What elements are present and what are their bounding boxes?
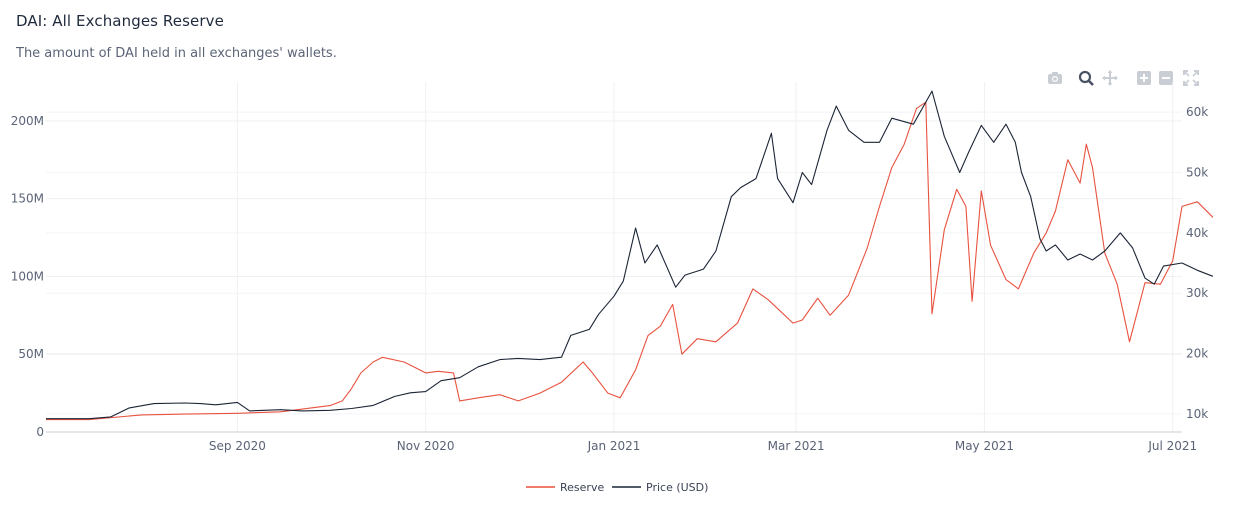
- autoscale-icon[interactable]: [1182, 69, 1200, 87]
- y-right-tick-label: 60k: [1186, 105, 1208, 119]
- x-axis-ticks: Sep 2020 Nov 2020 Jan 2021 Mar 2021 May 2021…: [209, 439, 1197, 453]
- legend-label-0[interactable]: Reserve: [560, 481, 604, 494]
- series-line-price: [46, 90, 1214, 420]
- chart-modebar: [1044, 69, 1204, 89]
- right-axis-ticks: 10k 20k 30k 40k 50k 60k: [1186, 105, 1208, 421]
- y-left-tick-label: 150M: [11, 192, 44, 206]
- x-tick-label: Sep 2020: [209, 439, 266, 453]
- x-tick-label: Jul 2021: [1147, 439, 1197, 453]
- y-right-tick-label: 50k: [1186, 166, 1208, 180]
- y-right-tick-label: 10k: [1186, 407, 1208, 421]
- zoom-icon[interactable]: [1077, 69, 1095, 87]
- zoom-out-icon[interactable]: [1157, 69, 1175, 87]
- legend-label-1[interactable]: Price (USD): [646, 481, 708, 494]
- y-right-tick-label: 20k: [1186, 347, 1208, 361]
- y-left-tick-label: 200M: [11, 114, 44, 128]
- camera-icon[interactable]: [1046, 69, 1064, 87]
- y-left-tick-label: 0: [36, 425, 44, 439]
- x-tick-label: May 2021: [955, 439, 1014, 453]
- x-tick-label: Mar 2021: [768, 439, 825, 453]
- pan-icon[interactable]: [1101, 69, 1119, 87]
- y-right-tick-label: 40k: [1186, 226, 1208, 240]
- left-axis-ticks: 0 50M 100M 150M 200M: [11, 114, 44, 439]
- legend: Reserve Price (USD): [526, 481, 708, 494]
- x-tick-label: Jan 2021: [587, 439, 641, 453]
- zoom-in-icon[interactable]: [1135, 69, 1153, 87]
- y-right-tick-label: 30k: [1186, 286, 1208, 300]
- series-line-reserve: [46, 101, 1214, 421]
- x-tick-label: Nov 2020: [397, 439, 455, 453]
- gridlines: [46, 82, 1182, 433]
- plot-lines: [46, 90, 1214, 421]
- chart-title: DAI: All Exchanges Reserve: [16, 12, 224, 30]
- y-left-tick-label: 50M: [18, 347, 44, 361]
- y-left-tick-label: 100M: [11, 269, 44, 283]
- chart-subtitle: The amount of DAI held in all exchanges'…: [16, 46, 337, 61]
